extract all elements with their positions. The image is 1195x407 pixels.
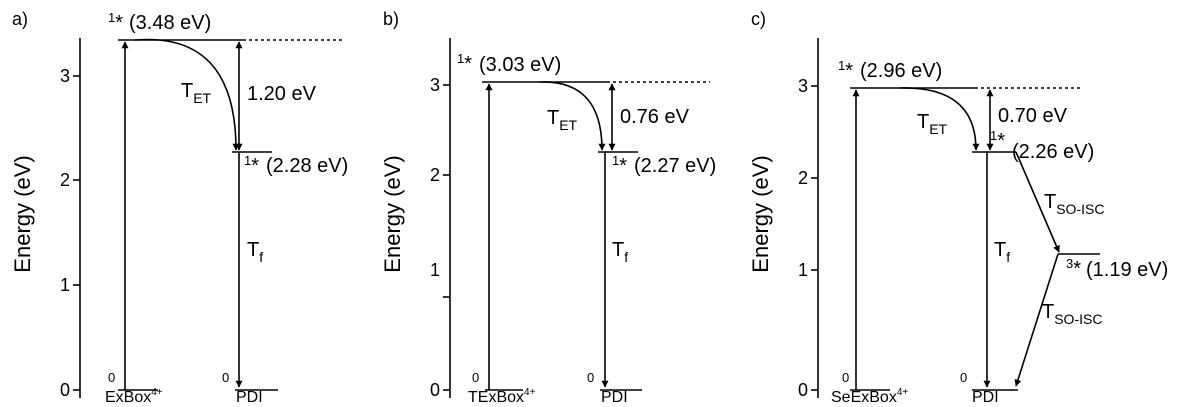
energy-gap-label: 1.20 eV xyxy=(247,83,317,105)
acceptor-energy: (2.27 eV) xyxy=(634,155,716,177)
energy-transfer-rate-label: TET xyxy=(917,111,948,137)
acceptor-levels: 0 1* (2.26 eV) Tf PDI xyxy=(960,128,1094,406)
panel-c: c) 0 1 2 3 Energy (eV) 0 1* (2.96 eV) Se… xyxy=(748,9,1168,406)
tick-label: 3 xyxy=(798,76,808,96)
axis-title: Energy (eV) xyxy=(748,155,773,272)
ground-state-label: 0 xyxy=(222,370,229,385)
fluorescence-rate-label: Tf xyxy=(994,239,1010,265)
energy-axis: 0 1 2 3 Energy (eV) xyxy=(380,38,451,400)
panel-label: b) xyxy=(383,9,399,29)
reverse-intersystem-crossing-rate-label: TSO-ISC xyxy=(1042,301,1102,327)
donor-energy: (3.03 eV) xyxy=(479,54,561,76)
reverse-intersystem-crossing-arrow xyxy=(1014,253,1059,387)
intersystem-crossing-rate-label: TSO-ISC xyxy=(1044,191,1104,217)
excited-state-label: 1* xyxy=(612,153,627,177)
acceptor-levels: 0 1* (2.27 eV) Tf PDI xyxy=(587,151,716,406)
excited-state-label: 1* xyxy=(457,51,472,75)
panel-a: a) 0 1 2 3 Energy (eV) 0 1* (3.48 eV) Ex… xyxy=(10,9,348,406)
donor-levels: 0 1* (3.03 eV) TExBox4+ xyxy=(457,51,710,406)
donor-levels: 0 1* (3.48 eV) ExBox4+ xyxy=(105,10,343,406)
excited-state-label: 1* xyxy=(838,58,853,82)
excited-state-label: 1* xyxy=(108,10,123,34)
tick-label: 1 xyxy=(798,260,808,280)
acceptor-energy: (2.26 eV) xyxy=(1012,141,1094,163)
species-label: ExBox4+ xyxy=(105,387,163,406)
panel-b: b) 0 1 2 3 Energy (eV) 0 1* (3.03 eV) TE… xyxy=(380,9,716,406)
species-label: PDI xyxy=(236,389,263,406)
energy-gap-label: 0.70 eV xyxy=(998,105,1068,127)
energy-transfer-rate-label: TET xyxy=(547,107,578,133)
donor-levels: 0 1* (2.96 eV) SeExBox4+ xyxy=(831,58,1080,406)
energy-axis: 0 1 2 3 Energy (eV) xyxy=(748,38,819,400)
excited-state-label: 1* xyxy=(244,153,259,177)
ground-state-label: 0 xyxy=(842,370,849,385)
triplet-state: 3* (1.19 eV) xyxy=(1058,253,1168,281)
tick-label: 0 xyxy=(430,380,440,400)
species-label: PDI xyxy=(601,389,628,406)
energy-axis: 0 1 2 3 Energy (eV) xyxy=(10,38,81,400)
energy-gap-label: 0.76 eV xyxy=(620,106,690,128)
ground-state-label: 0 xyxy=(587,370,594,385)
energy-transfer-arrow xyxy=(134,38,240,151)
ground-state-label: 0 xyxy=(472,370,479,385)
donor-energy: (2.96 eV) xyxy=(860,60,942,82)
fluorescence-rate-label: Tf xyxy=(247,239,263,265)
ground-state-label: 0 xyxy=(108,370,115,385)
tick-label: 2 xyxy=(798,168,808,188)
energy-transfer-rate-label: TET xyxy=(181,80,212,106)
tick-label: 1 xyxy=(430,260,440,280)
energy-transfer-arrow xyxy=(899,87,980,151)
ground-state-label: 0 xyxy=(960,370,967,385)
panel-label: c) xyxy=(751,9,766,29)
triplet-energy: (1.19 eV) xyxy=(1086,259,1168,281)
triplet-state-label: 3* xyxy=(1066,256,1081,280)
axis-title: Energy (eV) xyxy=(10,155,35,272)
panel-label: a) xyxy=(12,9,28,29)
tick-label: 2 xyxy=(60,170,70,190)
fluorescence-rate-label: Tf xyxy=(612,239,628,265)
acceptor-energy: (2.28 eV) xyxy=(266,155,348,177)
acceptor-levels: 0 1* (2.28 eV) Tf PDI xyxy=(222,151,348,406)
tick-label: 3 xyxy=(60,66,70,86)
excited-state-label: 1* xyxy=(990,128,1005,152)
species-label: SeExBox4+ xyxy=(831,387,908,406)
species-label: PDI xyxy=(972,389,999,406)
energy-transfer-arrow xyxy=(539,81,606,151)
species-label: TExBox4+ xyxy=(468,387,536,406)
tick-label: 0 xyxy=(798,380,808,400)
intersystem-crossing-arrow xyxy=(1015,151,1060,253)
tick-label: 2 xyxy=(430,165,440,185)
axis-title: Energy (eV) xyxy=(380,155,405,272)
tick-label: 1 xyxy=(60,275,70,295)
tick-label: 0 xyxy=(60,380,70,400)
tick-label: 3 xyxy=(430,75,440,95)
donor-energy: (3.48 eV) xyxy=(129,12,211,34)
